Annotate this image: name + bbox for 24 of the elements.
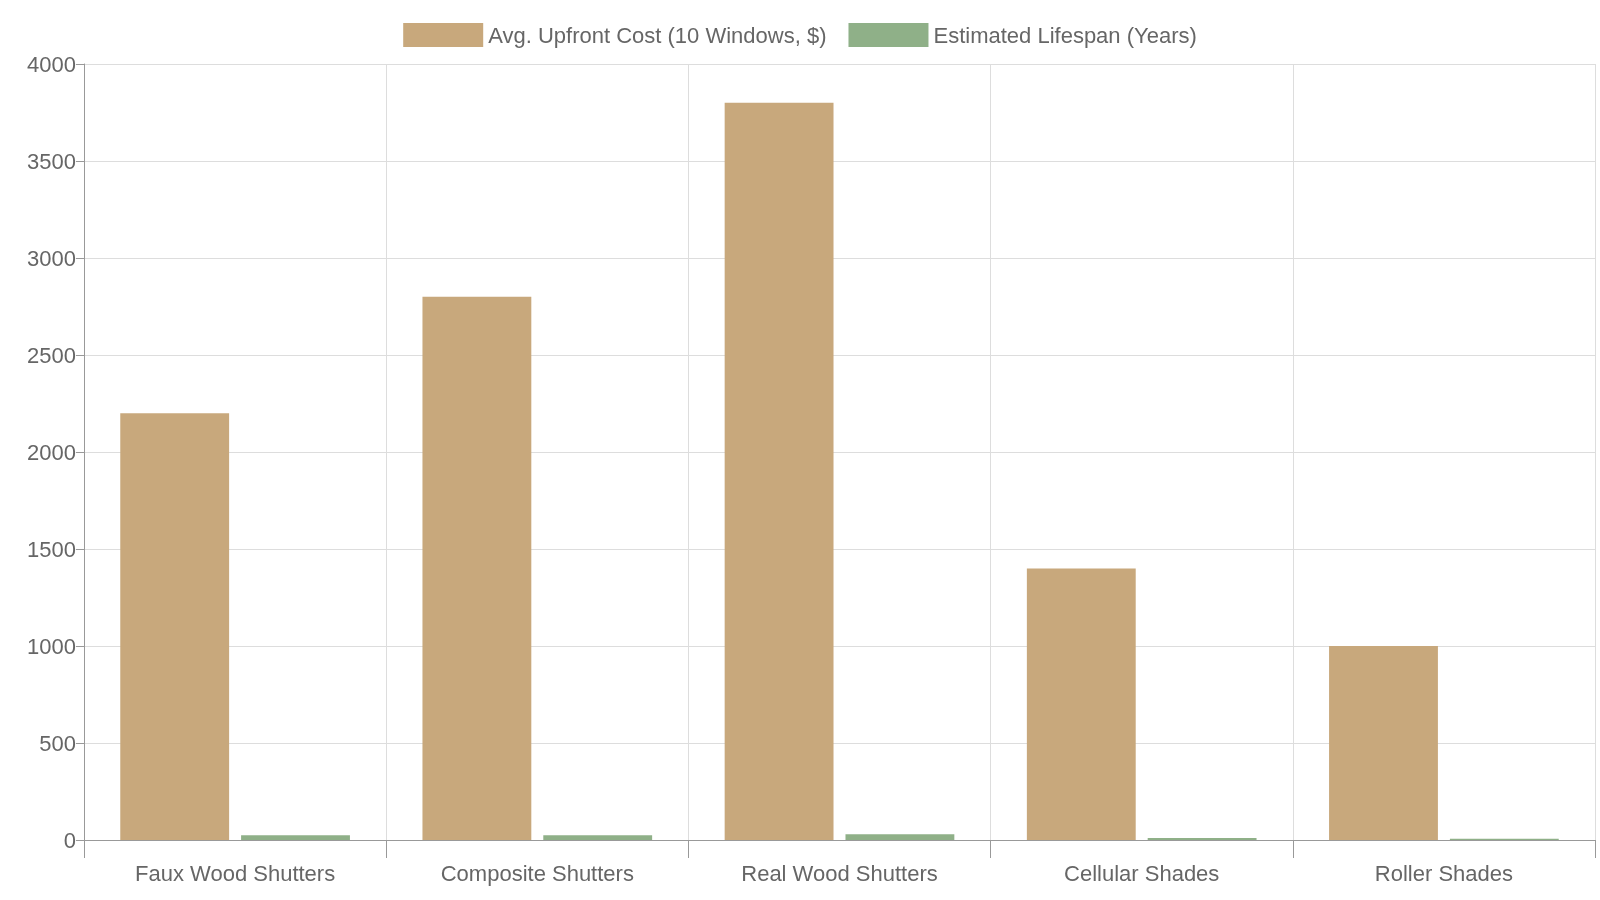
bar: [845, 834, 955, 840]
x-tick-label: Real Wood Shutters: [741, 860, 938, 886]
y-tick-label: 500: [39, 730, 76, 756]
bar: [241, 835, 350, 840]
bar: [1026, 568, 1136, 840]
bar: [422, 296, 532, 840]
bar: [120, 413, 230, 840]
y-tick-label: 3000: [27, 245, 76, 271]
y-tick-label: 1000: [27, 633, 76, 659]
x-tick-label: Faux Wood Shutters: [135, 860, 336, 886]
legend-label: Estimated Lifespan (Years): [933, 22, 1197, 48]
y-tick-label: 2500: [27, 342, 76, 368]
x-tick-label: Cellular Shades: [1064, 860, 1220, 886]
legend-label: Avg. Upfront Cost (10 Windows, $): [488, 22, 827, 48]
y-tick-label: 3500: [27, 148, 76, 174]
x-tick-label: Roller Shades: [1374, 860, 1513, 886]
y-tick-label: 2000: [27, 439, 76, 465]
bar: [543, 835, 653, 840]
bar: [724, 102, 834, 840]
x-tick-label: Composite Shutters: [440, 860, 634, 886]
bar: [1329, 646, 1438, 840]
y-tick-label: 4000: [27, 51, 76, 77]
y-tick-label: 0: [63, 827, 76, 853]
y-tick-label: 1500: [27, 536, 76, 562]
